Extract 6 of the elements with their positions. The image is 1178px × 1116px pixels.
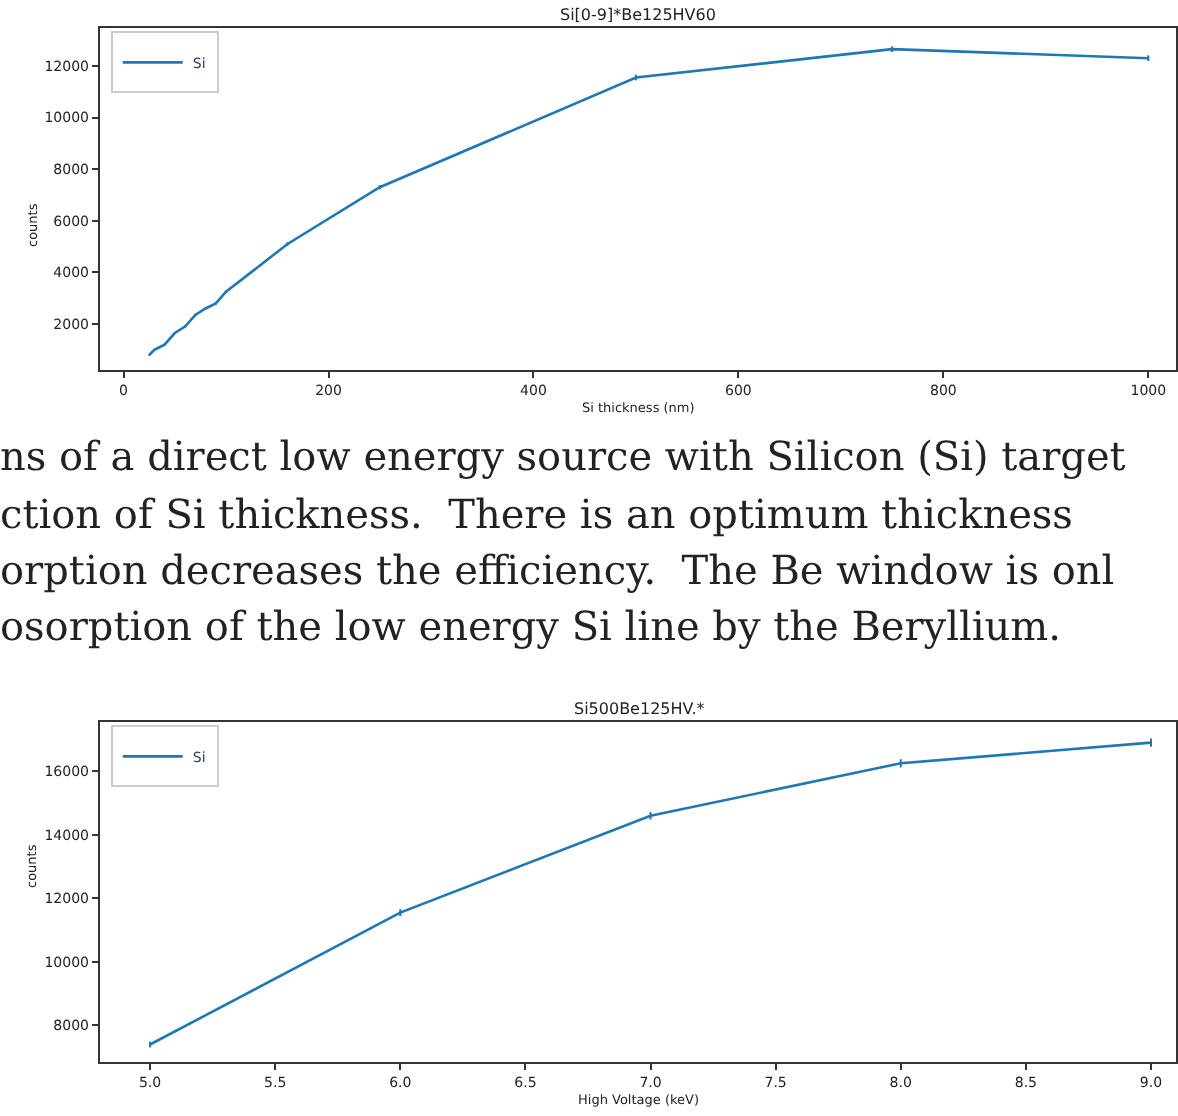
text: orption decreases the efficiency. The Be window is onl: [0, 546, 1115, 594]
chart-title: Si500Be125HV.*: [574, 700, 705, 718]
text: osorption of the low energy Si line by the Beryllium.: [0, 602, 1061, 650]
text: ns of a direct low energy source with Silicon (Si) target: [0, 432, 1126, 480]
text: ction of Si thickness. There is an optimum thickness: [0, 490, 1073, 538]
chart-title: Si[0-9]*Be125HV60: [560, 6, 716, 24]
